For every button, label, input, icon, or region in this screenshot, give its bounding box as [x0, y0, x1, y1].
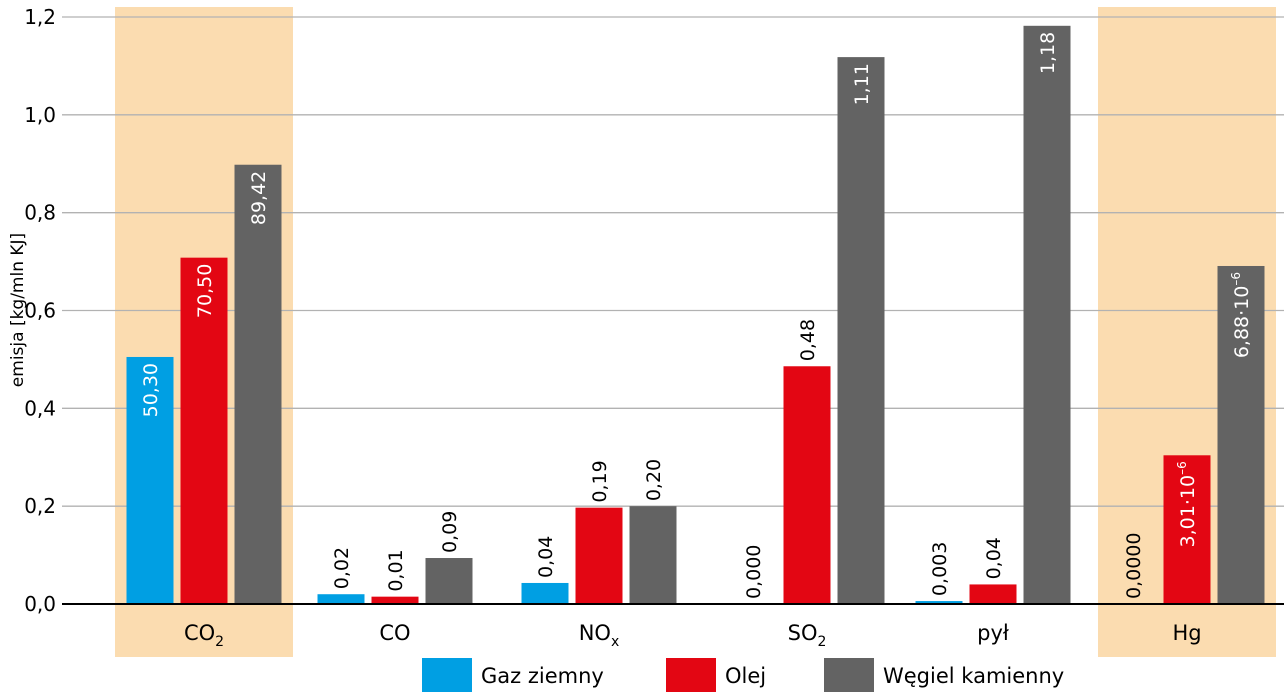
legend: Gaz ziemny Olej Węgiel kamienny — [422, 658, 1064, 692]
bar — [1023, 25, 1071, 605]
legend-label: Gaz ziemny — [481, 664, 604, 688]
bar-value-label: 1,18 — [1037, 32, 1059, 74]
bar — [1217, 265, 1265, 604]
bar-value-label: 3,01·10–6 — [1175, 461, 1199, 547]
bar-value-label: 0,000 — [743, 545, 765, 599]
bar — [180, 257, 228, 604]
bar-value-label: 50,30 — [140, 363, 162, 417]
y-tick-labels: 0,0 0,2 0,4 0,6 0,8 1,0 1,2 — [24, 5, 56, 616]
legend-label: Węgiel kamienny — [883, 664, 1064, 688]
bar-value-label: 0,04 — [983, 537, 1005, 579]
bar — [969, 584, 1017, 604]
bar — [629, 506, 677, 604]
bars — [126, 25, 1265, 605]
bar-value-label: 6,88·10–6 — [1229, 272, 1253, 358]
bar-value-label: 0,19 — [589, 460, 611, 502]
x-tick-label: pył — [977, 621, 1009, 645]
x-tick-label: NOx — [579, 621, 620, 650]
x-tick-labels: CO2 CO NOx SO2 pył Hg — [184, 621, 1202, 650]
bar — [915, 601, 963, 604]
legend-swatch — [666, 658, 716, 692]
y-axis-label: emisja [kg/mln KJ] — [8, 233, 28, 387]
bar — [371, 596, 419, 604]
bar-value-label: 89,42 — [248, 171, 270, 225]
bar-value-label: 0,20 — [643, 459, 665, 501]
y-tick-label: 1,2 — [24, 5, 56, 29]
bar — [1163, 455, 1211, 604]
bar-value-label: 0,01 — [385, 549, 407, 591]
y-tick-label: 1,0 — [24, 103, 56, 127]
y-tick-label: 0,8 — [24, 201, 56, 225]
legend-label: Olej — [725, 664, 766, 688]
highlight-bands — [115, 7, 1276, 657]
bar — [783, 366, 831, 604]
y-tick-label: 0,6 — [24, 299, 56, 323]
bar-data-labels: 50,30 0,02 0,04 0,000 0,003 0,0000 70,50 0,01 0,… — [140, 32, 1253, 599]
bar — [234, 164, 282, 604]
bar-value-label: 0,09 — [439, 511, 461, 553]
bar — [126, 356, 174, 604]
bar-value-label: 1,11 — [851, 63, 873, 105]
bar-value-label: 0,0000 — [1123, 533, 1145, 599]
bar — [425, 558, 473, 604]
x-tick-label: CO2 — [184, 621, 224, 650]
x-tick-label: Hg — [1172, 621, 1201, 645]
bar-value-label: 0,04 — [535, 536, 557, 578]
bar-value-label: 0,02 — [331, 547, 353, 589]
y-tick-label: 0,2 — [24, 494, 56, 518]
y-tick-label: 0,0 — [24, 592, 56, 616]
legend-swatch — [824, 658, 874, 692]
bar — [575, 507, 623, 604]
x-tick-label: CO — [379, 621, 410, 645]
bar-value-label: 70,50 — [194, 264, 216, 318]
bar — [521, 582, 569, 604]
bar-value-label: 0,48 — [797, 319, 819, 361]
legend-swatch — [422, 658, 472, 692]
bar — [837, 57, 885, 604]
bar — [317, 594, 365, 604]
x-tick-label: SO2 — [788, 621, 827, 650]
bar-value-label: 0,003 — [929, 542, 951, 596]
y-tick-label: 0,4 — [24, 396, 56, 420]
